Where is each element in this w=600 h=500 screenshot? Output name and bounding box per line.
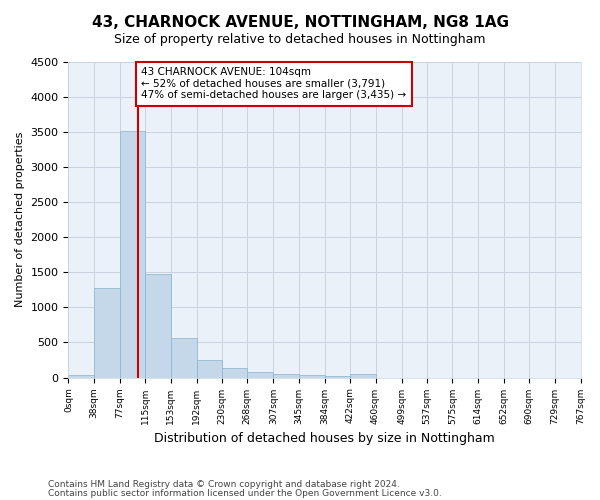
Text: 43 CHARNOCK AVENUE: 104sqm
← 52% of detached houses are smaller (3,791)
47% of s: 43 CHARNOCK AVENUE: 104sqm ← 52% of deta…	[141, 67, 406, 100]
Bar	[222, 368, 247, 378]
Y-axis label: Number of detached properties: Number of detached properties	[15, 132, 25, 307]
Bar	[94, 288, 120, 378]
Bar	[68, 375, 94, 378]
Bar	[274, 374, 299, 378]
Bar	[120, 131, 145, 378]
Bar	[247, 372, 274, 378]
Bar	[197, 360, 222, 378]
Bar	[325, 376, 350, 378]
Bar	[299, 375, 325, 378]
X-axis label: Distribution of detached houses by size in Nottingham: Distribution of detached houses by size …	[154, 432, 495, 445]
Bar	[350, 374, 376, 378]
Text: Contains HM Land Registry data © Crown copyright and database right 2024.: Contains HM Land Registry data © Crown c…	[48, 480, 400, 489]
Text: Size of property relative to detached houses in Nottingham: Size of property relative to detached ho…	[114, 32, 486, 46]
Text: 43, CHARNOCK AVENUE, NOTTINGHAM, NG8 1AG: 43, CHARNOCK AVENUE, NOTTINGHAM, NG8 1AG	[91, 15, 509, 30]
Bar	[170, 338, 197, 378]
Bar	[145, 274, 170, 378]
Text: Contains public sector information licensed under the Open Government Licence v3: Contains public sector information licen…	[48, 488, 442, 498]
